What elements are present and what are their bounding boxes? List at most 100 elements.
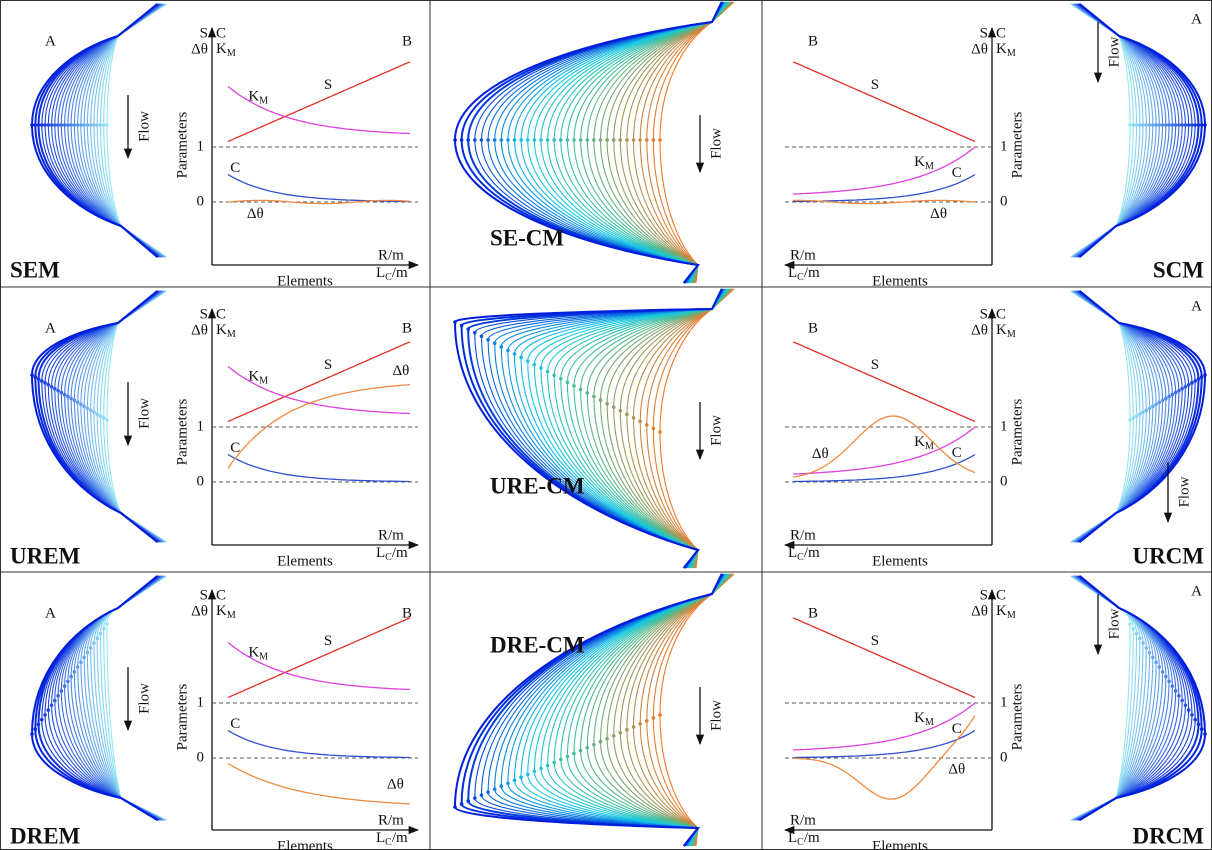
x-unit-label-main: L bbox=[376, 265, 385, 281]
centerline-dot bbox=[36, 722, 41, 727]
channel-line bbox=[560, 573, 729, 847]
curve-label: KM bbox=[248, 645, 268, 663]
centerline-dot bbox=[88, 646, 93, 650]
tick-label: 0 bbox=[197, 473, 205, 489]
channel-line bbox=[474, 288, 724, 569]
centerline-dot bbox=[1199, 123, 1204, 127]
centerline-dot bbox=[79, 660, 83, 665]
x-unit-label-main: L bbox=[788, 545, 797, 561]
panel-title: SEM bbox=[10, 257, 60, 282]
channel-line bbox=[494, 288, 725, 569]
centerline-dot bbox=[499, 138, 504, 142]
centerline-dot bbox=[1144, 646, 1149, 650]
centerline-dot bbox=[1141, 641, 1145, 645]
x-unit-label: R/m bbox=[378, 247, 404, 263]
x-axis-title: Elements bbox=[872, 838, 928, 850]
centerline-dot bbox=[33, 375, 38, 379]
centerline-dot bbox=[49, 123, 54, 127]
centerline-dot bbox=[95, 636, 100, 641]
flow-label: Flow bbox=[1106, 608, 1122, 639]
centerline-dot bbox=[466, 799, 471, 803]
axis-corner-label: S bbox=[200, 25, 208, 41]
centerline-dot bbox=[33, 727, 38, 732]
centerline-dot bbox=[1160, 123, 1165, 127]
centerline-dot bbox=[598, 138, 603, 142]
centerline-dot bbox=[473, 330, 477, 335]
centerline-dot bbox=[479, 138, 484, 142]
centerline-dot bbox=[1154, 123, 1158, 127]
parameter-curve bbox=[227, 341, 411, 423]
centerline-dot bbox=[1177, 388, 1181, 393]
centerline-dot bbox=[618, 138, 623, 142]
centerline-dot bbox=[565, 138, 570, 142]
flow-label: Flow bbox=[136, 398, 152, 429]
centerline-dot bbox=[49, 384, 54, 389]
centerline-dot bbox=[92, 641, 96, 645]
axis-corner-label: C bbox=[216, 587, 226, 603]
channel-line bbox=[513, 288, 726, 569]
x-unit-label-tail: /m bbox=[392, 830, 408, 846]
centerline-dot bbox=[486, 337, 490, 342]
centerline-dot bbox=[658, 138, 662, 142]
x-unit-label-sub: C bbox=[385, 552, 392, 563]
centerline-dot bbox=[532, 138, 537, 142]
axis-corner-label-sub: M bbox=[227, 48, 236, 59]
centerline-dot bbox=[36, 123, 41, 127]
flow-label: Flow bbox=[136, 111, 152, 142]
centerline-dot bbox=[1141, 410, 1145, 414]
centerline-dot bbox=[559, 757, 563, 762]
centerline-dot bbox=[82, 404, 86, 409]
centerline-dot bbox=[1131, 626, 1136, 631]
channel-line bbox=[507, 288, 726, 569]
channel-line bbox=[1078, 3, 1200, 258]
centerline-dot bbox=[1160, 398, 1165, 403]
centerline-dot bbox=[598, 739, 603, 744]
axis-corner-label: Δθ bbox=[191, 41, 208, 57]
plot-label: B bbox=[402, 33, 412, 49]
centerline-dot bbox=[545, 138, 550, 142]
centerline-dot bbox=[1170, 123, 1175, 127]
centerline-dot bbox=[578, 748, 583, 753]
channel-line bbox=[520, 288, 727, 569]
centerline-dot bbox=[43, 381, 47, 385]
channel-line bbox=[453, 288, 723, 569]
curve-label-sub: M bbox=[259, 652, 268, 663]
curve-label-sub: M bbox=[259, 96, 268, 107]
centerline-dot bbox=[499, 345, 504, 349]
centerline-dot bbox=[525, 138, 530, 142]
curve-label-main: K bbox=[248, 89, 259, 105]
axis-corner-label: Δθ bbox=[191, 322, 208, 338]
axis-corner-label: Δθ bbox=[971, 41, 988, 57]
axis-corner-label: C bbox=[216, 25, 226, 41]
centerline-dot bbox=[459, 323, 464, 328]
plot-label: B bbox=[808, 605, 818, 621]
centerline-dot bbox=[1164, 123, 1168, 127]
panel-title: DREM bbox=[10, 823, 81, 848]
axis-corner-label: Δθ bbox=[971, 603, 988, 619]
centerline-dot bbox=[525, 359, 530, 363]
centerline-dot bbox=[1131, 123, 1136, 127]
centerline-dot bbox=[466, 138, 471, 142]
centerline-dot bbox=[1147, 650, 1152, 655]
centerline-dot bbox=[559, 376, 563, 381]
channel-line bbox=[86, 3, 165, 258]
curve-label-sub: M bbox=[925, 441, 934, 452]
centerline-dot bbox=[598, 398, 603, 402]
centerline-dot bbox=[1199, 727, 1204, 732]
x-axis-title: Elements bbox=[872, 273, 928, 289]
x-unit-label: R/m bbox=[378, 527, 404, 543]
axis-corner-label: S bbox=[980, 25, 988, 41]
curve-label: S bbox=[324, 77, 332, 93]
centerline-dot bbox=[1196, 377, 1201, 381]
x-unit-label-sub: C bbox=[797, 272, 804, 283]
curve-label-main: K bbox=[914, 155, 925, 171]
parameter-curve bbox=[227, 641, 411, 691]
curve-label: Δθ bbox=[392, 363, 409, 379]
axis-corner-label: KM bbox=[216, 322, 236, 340]
curve-label: C bbox=[952, 721, 962, 737]
centerline-dot bbox=[1193, 123, 1198, 127]
x-unit-label-tail: /m bbox=[392, 265, 408, 281]
channel-line bbox=[480, 288, 724, 569]
centerline-dot bbox=[552, 373, 556, 378]
centerline-dot bbox=[1183, 123, 1188, 127]
